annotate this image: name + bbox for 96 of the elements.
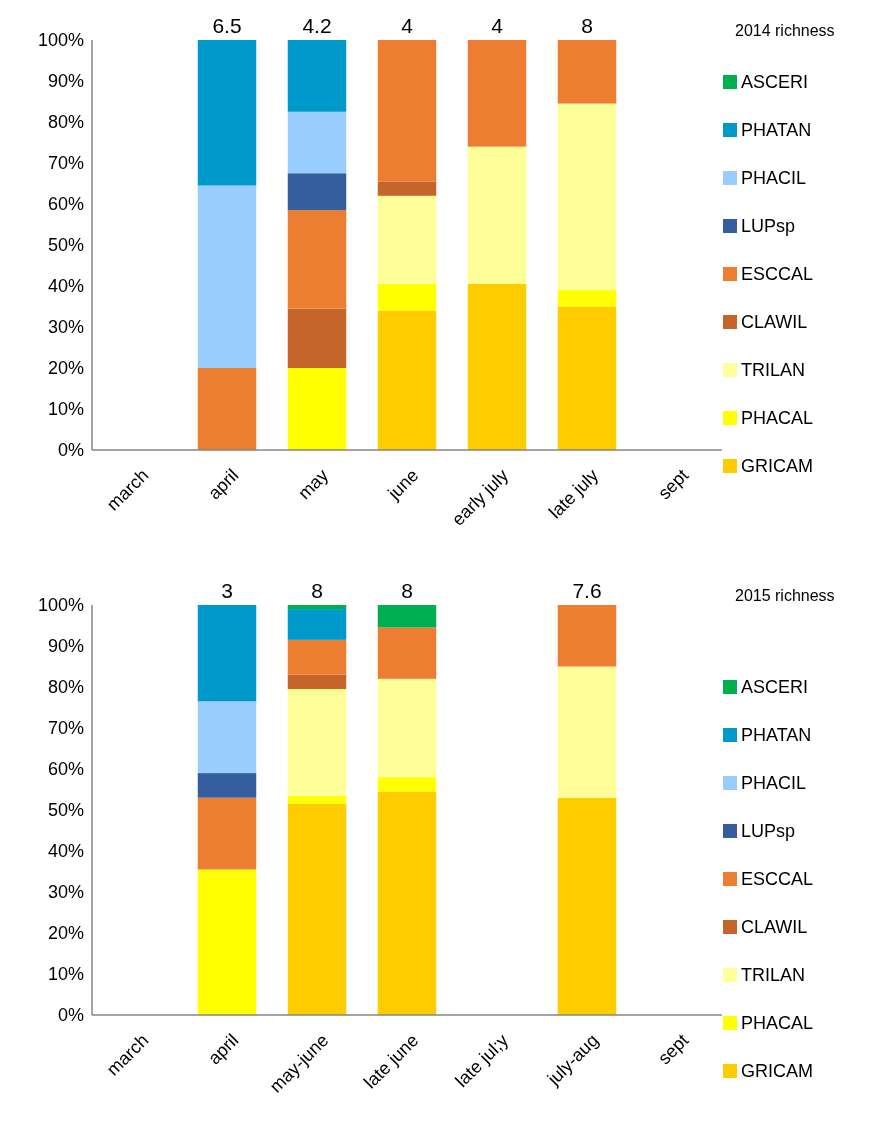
bar xyxy=(377,791,437,1015)
bar xyxy=(287,368,347,450)
bar xyxy=(287,803,347,1015)
bar xyxy=(197,701,257,774)
bar xyxy=(287,689,347,796)
y-tick-label: 40% xyxy=(47,276,84,297)
bar xyxy=(377,181,437,196)
legend-label: PHATAN xyxy=(741,725,812,746)
y-tick-label: 10% xyxy=(47,964,84,985)
legend-label: PHACAL xyxy=(741,1013,814,1034)
legend-label: ESCCAL xyxy=(741,264,814,285)
bar xyxy=(557,666,617,798)
legend-label: CLAWIL xyxy=(741,917,808,938)
bar xyxy=(377,678,437,778)
legend-title: 2015 richness xyxy=(735,586,835,604)
y-tick-label: 60% xyxy=(47,194,84,215)
bar xyxy=(287,609,347,640)
bar xyxy=(377,310,437,450)
bar xyxy=(287,795,347,804)
bar xyxy=(557,306,617,450)
legend-label: LUPsp xyxy=(741,821,796,842)
x-tick-label: sept xyxy=(654,465,693,504)
bar xyxy=(377,627,437,679)
bar xyxy=(557,103,617,291)
bar xyxy=(197,40,257,186)
bar xyxy=(467,40,527,147)
bar xyxy=(557,290,617,307)
bar xyxy=(287,173,347,211)
legend-label: ASCERI xyxy=(741,677,809,698)
y-tick-label: 90% xyxy=(47,71,84,92)
legend-title: 2014 richness xyxy=(735,21,835,39)
x-tick-label: sept xyxy=(654,1030,693,1069)
legend-label: CLAWIL xyxy=(741,312,808,333)
bar xyxy=(197,773,257,798)
y-tick-label: 50% xyxy=(47,235,84,256)
bar xyxy=(287,308,347,368)
legend-label: GRICAM xyxy=(741,1061,813,1082)
y-tick-label: 60% xyxy=(47,759,84,780)
bar xyxy=(197,185,257,368)
bar xyxy=(287,605,347,610)
annotation: 8 xyxy=(581,14,593,37)
annotation: 7.6 xyxy=(572,579,602,602)
bar xyxy=(377,195,437,284)
y-tick-label: 70% xyxy=(47,718,84,739)
bar xyxy=(197,869,257,1015)
annotation: 4 xyxy=(401,14,414,37)
annotation: 4 xyxy=(491,14,504,37)
y-tick-label: 80% xyxy=(47,677,84,698)
bar xyxy=(377,283,437,311)
legend-label: ASCERI xyxy=(741,72,809,93)
x-tick-label: late july xyxy=(544,465,603,523)
bar xyxy=(467,283,527,450)
y-tick-label: 0% xyxy=(57,1005,84,1026)
bar xyxy=(557,40,617,104)
legend-label: ESCCAL xyxy=(741,869,814,890)
bar xyxy=(287,210,347,309)
legend-label: PHACIL xyxy=(741,773,807,794)
annotation: 8 xyxy=(401,579,413,602)
y-tick-label: 0% xyxy=(57,440,84,461)
legend-label: PHACAL xyxy=(741,408,814,429)
bar xyxy=(557,797,617,1015)
legend-label: TRILAN xyxy=(741,360,806,381)
legend-label: LUPsp xyxy=(741,216,796,237)
y-tick-label: 20% xyxy=(47,358,84,379)
bar xyxy=(197,605,257,702)
bar xyxy=(287,40,347,112)
y-tick-label: 30% xyxy=(47,882,84,903)
legend-label: GRICAM xyxy=(741,456,813,477)
bar xyxy=(377,777,437,792)
y-tick-label: 40% xyxy=(47,841,84,862)
legend-label: TRILAN xyxy=(741,965,806,986)
y-tick-label: 20% xyxy=(47,923,84,944)
y-tick-label: 90% xyxy=(47,636,84,657)
bar xyxy=(287,111,347,174)
annotation: 6.5 xyxy=(212,14,242,37)
y-tick-label: 80% xyxy=(47,112,84,133)
y-tick-label: 50% xyxy=(47,800,84,821)
legend-label: PHATAN xyxy=(741,120,812,141)
y-tick-label: 100% xyxy=(37,595,84,616)
bar xyxy=(197,368,257,450)
bar xyxy=(287,674,347,690)
y-tick-label: 10% xyxy=(47,399,84,420)
y-tick-label: 30% xyxy=(47,317,84,338)
legend-label: PHACIL xyxy=(741,168,807,189)
bar xyxy=(197,797,257,870)
bar xyxy=(467,146,527,284)
y-tick-label: 70% xyxy=(47,153,84,174)
annotation: 4.2 xyxy=(302,14,332,37)
annotation: 3 xyxy=(221,579,233,602)
bar xyxy=(287,639,347,675)
x-tick-label: may xyxy=(294,465,333,504)
y-tick-label: 100% xyxy=(37,30,84,51)
bar xyxy=(377,40,437,182)
bar xyxy=(377,605,437,628)
annotation: 8 xyxy=(311,579,323,602)
bar xyxy=(557,605,617,667)
